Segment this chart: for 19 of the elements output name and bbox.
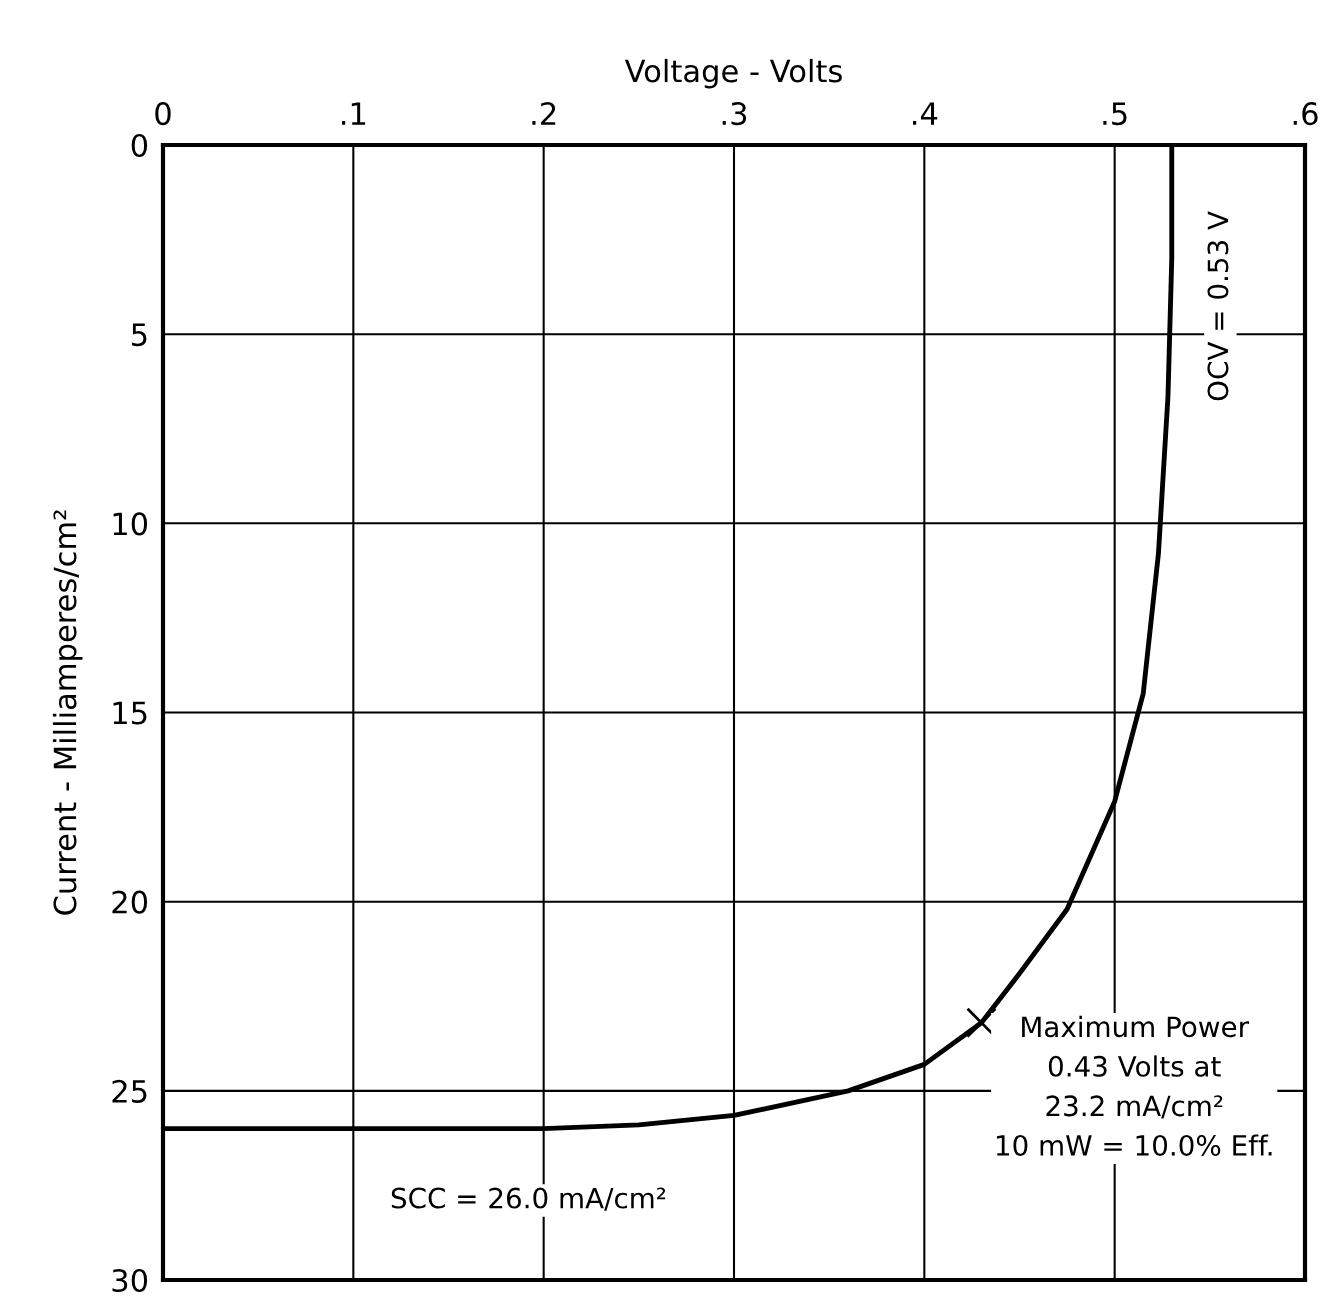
annotation: SCC = 26.0 mA/cm² [391, 1187, 666, 1211]
y-tick-label: 25 [112, 1079, 147, 1103]
annotation: OCV = 0.53 V [1207, 211, 1229, 401]
y-tick-label: 5 [132, 323, 147, 347]
y-tick-label: 20 [112, 890, 148, 914]
x-tick-label: .5 [1103, 102, 1127, 126]
y-tick-label: 0 [131, 133, 148, 158]
y-tick-label: 30 [112, 1268, 148, 1293]
x-tick-label: .2 [532, 102, 556, 125]
annotation: Maximum Power 0.43 Volts at 23.2 mA/cm² 10 mW = 10.0% Eff. [996, 1015, 1272, 1156]
x-tick-label: 0 [155, 102, 171, 126]
x-tick-label: .1 [342, 102, 366, 125]
y-axis-title: Current - Milliamperes/cm² [52, 510, 83, 915]
x-tick-label: .4 [913, 102, 938, 125]
x-tick-label: .3 [722, 102, 747, 126]
x-tick-label: .6 [1293, 102, 1318, 126]
x-axis-title: Voltage - Volts [624, 58, 842, 89]
y-tick-label: 15 [113, 701, 147, 725]
y-tick-label: 10 [113, 512, 148, 536]
